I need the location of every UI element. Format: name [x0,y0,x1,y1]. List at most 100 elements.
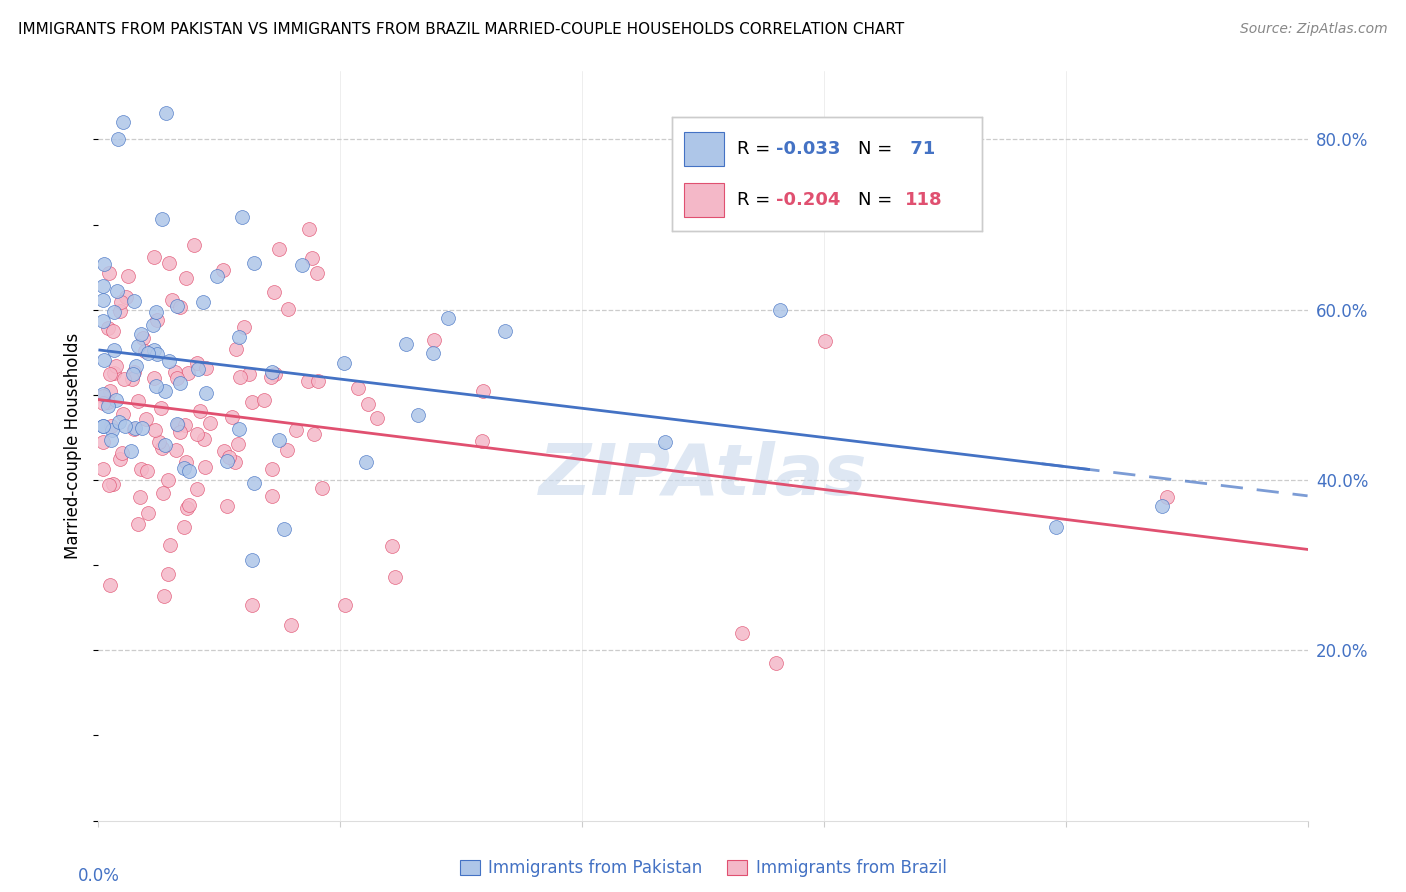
Point [98,477,121,491]
Text: 71: 71 [904,140,936,158]
Point [205,268,228,283]
Point [103,366,125,380]
Point [150,211,173,226]
Point [298,222,321,236]
Point [152,486,174,500]
Text: 118: 118 [904,191,942,209]
Point [97,399,120,413]
Point [156,473,179,487]
Point [166,371,188,385]
Point [127,394,149,409]
Point [157,255,180,269]
Point [148,434,170,449]
Point [243,255,266,269]
Point [142,371,165,385]
Point [240,553,263,567]
Point [152,442,174,456]
Point [195,386,218,401]
Point [176,501,198,516]
Point [187,362,209,376]
Point [366,410,388,425]
Point [122,422,145,436]
Point [169,300,191,314]
Point [1152,499,1174,513]
Point [280,617,302,632]
Point [103,343,125,357]
Point [104,359,127,374]
Point [218,450,240,464]
Point [100,423,122,437]
Point [228,329,250,343]
Point [142,250,165,264]
Point [263,367,285,381]
Point [112,407,135,421]
Point [110,295,132,310]
Y-axis label: Married-couple Households: Married-couple Households [65,333,83,559]
Point [129,327,152,342]
Point [159,538,181,552]
Point [135,412,157,426]
Point [211,263,233,277]
Point [91,462,114,476]
Point [191,294,214,309]
Point [127,516,149,531]
Point [229,369,252,384]
Point [101,477,124,491]
Point [136,507,159,521]
Text: IMMIGRANTS FROM PAKISTAN VS IMMIGRANTS FROM BRAZIL MARRIED-COUPLE HOUSEHOLDS COR: IMMIGRANTS FROM PAKISTAN VS IMMIGRANTS F… [18,22,904,37]
Point [145,379,167,393]
Legend: Immigrants from Pakistan, Immigrants from Brazil: Immigrants from Pakistan, Immigrants fro… [453,853,953,884]
Point [91,419,114,434]
Point [212,444,235,458]
Text: -0.204: -0.204 [776,191,839,209]
Point [129,462,152,476]
Point [131,420,153,434]
Point [307,375,329,389]
Point [145,305,167,319]
Point [198,416,221,430]
Point [1156,490,1178,504]
Point [103,305,125,319]
Point [174,417,197,432]
Point [153,384,176,399]
Point [91,293,114,308]
Point [471,434,494,449]
Point [188,403,211,417]
Point [1045,520,1067,534]
Text: R =: R = [737,191,776,209]
Point [273,522,295,536]
Point [105,284,128,298]
Point [111,446,134,460]
Point [156,566,179,581]
Point [93,257,115,271]
Point [228,422,250,436]
Point [238,367,260,381]
Point [357,397,380,411]
Point [384,570,406,584]
Point [98,266,121,280]
Point [136,465,159,479]
Point [134,343,156,358]
Point [174,455,197,469]
Text: 0.0%: 0.0% [77,867,120,885]
Point [169,425,191,439]
Point [105,392,128,407]
Bar [683,183,724,217]
Point [494,324,516,338]
Point [122,293,145,308]
Point [354,455,377,469]
Point [193,432,215,446]
Point [765,656,787,670]
Point [143,343,166,358]
Text: R =: R = [737,140,776,158]
Point [120,444,142,458]
Point [276,442,298,457]
Point [117,268,139,283]
Point [307,266,329,280]
Point [160,293,183,307]
Point [259,370,281,384]
Point [267,242,290,256]
Point [146,313,169,327]
Point [165,442,187,457]
Point [394,337,416,351]
